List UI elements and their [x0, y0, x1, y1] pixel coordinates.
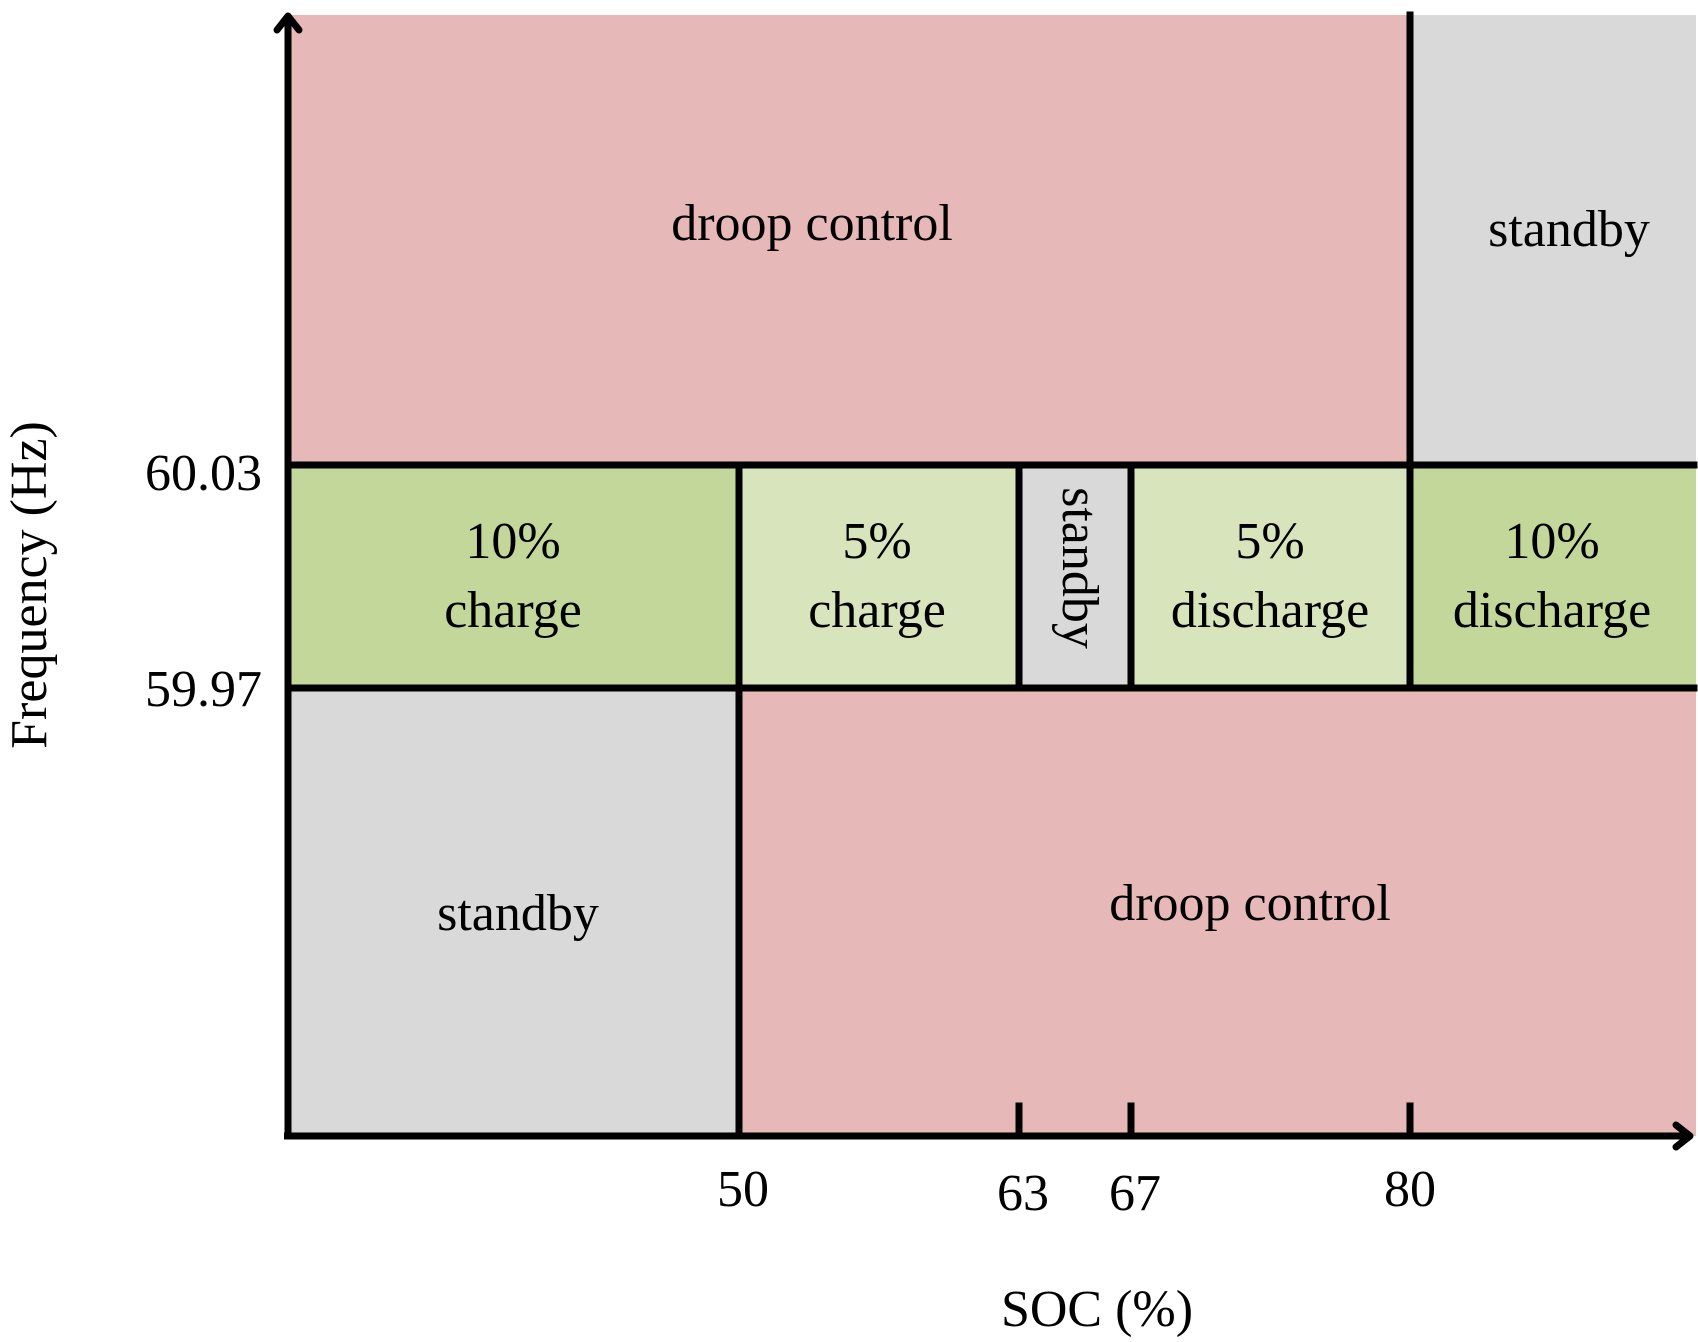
y-axis-arrowhead [273, 12, 303, 34]
zone-label-top-standby: standby [1488, 201, 1650, 258]
zone-top-standby [1410, 15, 1696, 465]
zone-5-charge [739, 465, 1019, 688]
zone-bottom-droop-control [739, 688, 1696, 1136]
x-tick-label-67: 67 [1109, 1165, 1161, 1222]
zone-label-mid-standby: standby [1051, 487, 1108, 649]
zone-label-10-charge-line1: 10% [465, 513, 560, 570]
zone-top-droop-control [288, 15, 1410, 465]
zone-mid-standby [1019, 465, 1131, 688]
zone-label-10-discharge-line2: discharge [1453, 582, 1651, 639]
zone-label-5-discharge-line2: discharge [1171, 582, 1369, 639]
y-tick-label-59-97: 59.97 [145, 661, 262, 718]
zone-label-10-charge-line2: charge [444, 582, 582, 639]
x-axis-title: SOC (%) [1001, 1281, 1193, 1338]
x-tick-label-80: 80 [1384, 1161, 1436, 1218]
zone-label-bottom-droop-control: droop control [1109, 875, 1391, 932]
y-tick-label-60-03: 60.03 [145, 445, 262, 502]
zone-10-discharge [1410, 465, 1696, 688]
zone-label-5-charge-line1: 5% [842, 513, 911, 570]
zone-label-10-discharge-line1: 10% [1504, 513, 1599, 570]
zone-bottom-standby [288, 688, 739, 1136]
zone-label-5-discharge-line1: 5% [1235, 513, 1304, 570]
y-axis-title: Frequency (Hz) [1, 421, 58, 749]
zone-label-top-droop-control: droop control [671, 195, 953, 252]
zone-label-5-charge-line2: charge [808, 582, 946, 639]
x-tick-label-63: 63 [997, 1165, 1049, 1222]
zone-10-charge [288, 465, 739, 688]
zone-label-bottom-standby: standby [437, 885, 599, 942]
zone-5-discharge [1131, 465, 1410, 688]
x-axis-arrowhead [1672, 1121, 1694, 1151]
x-tick-label-50: 50 [717, 1161, 769, 1218]
